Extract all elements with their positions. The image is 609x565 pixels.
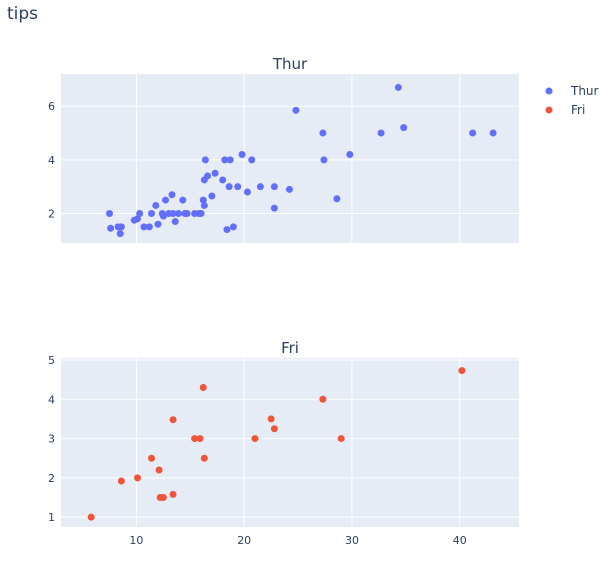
data-point[interactable] <box>319 129 327 137</box>
y-tick-label: 3 <box>48 433 55 446</box>
data-point[interactable] <box>219 176 227 184</box>
data-point[interactable] <box>256 183 264 191</box>
data-point[interactable] <box>107 224 115 232</box>
data-point[interactable] <box>251 435 259 443</box>
data-point[interactable] <box>196 435 204 443</box>
data-point[interactable] <box>229 223 237 231</box>
data-point[interactable] <box>225 183 233 191</box>
data-point[interactable] <box>169 416 177 424</box>
data-point[interactable] <box>168 191 176 199</box>
data-point[interactable] <box>169 209 177 217</box>
x-tick-label: 20 <box>237 534 251 547</box>
data-point[interactable] <box>117 223 125 231</box>
data-point[interactable] <box>136 209 144 217</box>
data-point[interactable] <box>162 196 170 204</box>
data-point[interactable] <box>191 435 199 443</box>
plot-area <box>61 358 519 527</box>
data-point[interactable] <box>292 106 300 114</box>
data-point[interactable] <box>208 192 216 200</box>
data-point[interactable] <box>134 474 142 482</box>
data-point[interactable] <box>159 494 167 502</box>
subplot-thur: 2 4 6 Thur <box>48 55 519 243</box>
data-point[interactable] <box>201 156 209 164</box>
data-point[interactable] <box>285 185 293 193</box>
data-point[interactable] <box>159 212 167 220</box>
data-point[interactable] <box>105 209 113 217</box>
y-tick-label: 1 <box>48 511 55 524</box>
data-point[interactable] <box>377 129 385 137</box>
data-point[interactable] <box>87 513 95 521</box>
data-point[interactable] <box>211 169 219 177</box>
legend-label[interactable]: Thur <box>570 84 599 98</box>
data-point[interactable] <box>270 425 278 433</box>
subplot-fri: 1 2 3 4 5 10 20 30 40 Fri <box>48 339 519 547</box>
y-tick-label: 2 <box>48 472 55 485</box>
data-point[interactable] <box>226 156 234 164</box>
data-point[interactable] <box>199 196 207 204</box>
data-point[interactable] <box>171 218 179 226</box>
data-point[interactable] <box>117 477 125 485</box>
x-tick-label: 40 <box>453 534 467 547</box>
data-point[interactable] <box>183 209 191 217</box>
legend[interactable]: Thur Fri <box>545 84 599 117</box>
plot-area <box>61 74 519 243</box>
data-point[interactable] <box>200 454 208 462</box>
data-point[interactable] <box>140 223 148 231</box>
data-point[interactable] <box>174 209 182 217</box>
data-point[interactable] <box>134 215 142 223</box>
data-point[interactable] <box>223 226 231 234</box>
data-point[interactable] <box>346 150 354 158</box>
data-point[interactable] <box>238 150 246 158</box>
data-point[interactable] <box>394 83 402 91</box>
y-tick-label: 6 <box>48 100 55 113</box>
data-point[interactable] <box>200 201 208 209</box>
data-point[interactable] <box>152 201 160 209</box>
data-point[interactable] <box>199 383 207 391</box>
data-point[interactable] <box>148 209 156 217</box>
data-point[interactable] <box>270 204 278 212</box>
data-point[interactable] <box>319 395 327 403</box>
data-point[interactable] <box>248 156 256 164</box>
y-tick-label: 4 <box>48 154 55 167</box>
data-point[interactable] <box>320 156 328 164</box>
subplot-title: Thur <box>272 55 308 73</box>
data-point[interactable] <box>469 129 477 137</box>
x-tick-label: 30 <box>345 534 359 547</box>
data-point[interactable] <box>197 209 205 217</box>
page-title: tips <box>7 4 39 24</box>
data-point[interactable] <box>458 367 466 375</box>
data-point[interactable] <box>145 223 153 231</box>
subplot-title: Fri <box>281 339 299 357</box>
data-point[interactable] <box>221 156 229 164</box>
data-point[interactable] <box>337 435 345 443</box>
data-point[interactable] <box>489 129 497 137</box>
y-tick-label: 2 <box>48 207 55 220</box>
legend-marker[interactable] <box>545 106 553 114</box>
data-point[interactable] <box>243 188 251 196</box>
data-point[interactable] <box>155 466 163 474</box>
data-point[interactable] <box>154 220 162 228</box>
data-point[interactable] <box>333 195 341 203</box>
data-point[interactable] <box>204 172 212 180</box>
y-tick-label: 5 <box>48 354 55 367</box>
data-point[interactable] <box>169 490 177 498</box>
data-point[interactable] <box>267 415 275 423</box>
data-point[interactable] <box>148 454 156 462</box>
y-tick-label: 4 <box>48 393 55 406</box>
data-point[interactable] <box>116 230 124 238</box>
legend-label[interactable]: Fri <box>571 103 585 117</box>
data-point[interactable] <box>400 124 408 132</box>
data-point[interactable] <box>270 183 278 191</box>
data-point[interactable] <box>234 183 242 191</box>
legend-marker[interactable] <box>545 87 553 95</box>
x-tick-label: 10 <box>129 534 143 547</box>
data-point[interactable] <box>179 196 187 204</box>
